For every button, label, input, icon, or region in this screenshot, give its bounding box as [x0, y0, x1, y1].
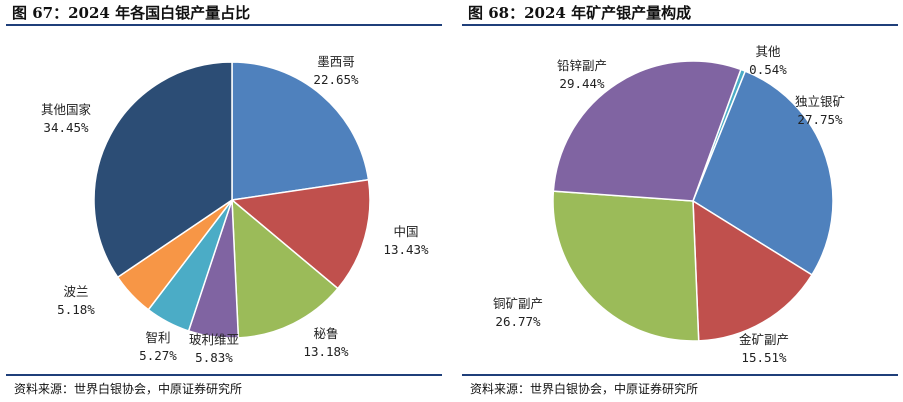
chart-panel-left: 图 67：2024 年各国白银产量占比 墨西哥 22.65% 中国 13.43% 秘鲁 1…	[6, 0, 442, 402]
pie-chart-country-share: 墨西哥 22.65% 中国 13.43% 秘鲁 13.18% 玻利维亚 5.83% 智利 5.27…	[41, 54, 429, 365]
pie-slice	[93, 61, 233, 279]
slice-name: 中国	[393, 224, 418, 239]
slice-name: 秘鲁	[313, 326, 338, 341]
slice-value-label: 5.83%	[195, 350, 233, 365]
slice-label: 其他国家 34.45%	[41, 102, 92, 135]
slice-label: 独立银矿 27.75%	[795, 94, 845, 127]
slice-name: 墨西哥	[317, 54, 355, 69]
slice-name: 其他	[755, 44, 781, 59]
slice-label: 中国 13.43%	[383, 224, 429, 257]
slice-value-label: 5.27%	[139, 348, 177, 363]
slice-name: 智利	[145, 330, 170, 345]
slice-name: 独立银矿	[795, 94, 845, 109]
slice-name: 其他国家	[41, 102, 92, 117]
chart-title: 图 68：2024 年矿产银产量构成	[468, 4, 692, 22]
slice-label: 铜矿副产 26.77%	[493, 296, 543, 329]
pie-chart-mine-composition: 其他 0.54% 独立银矿 27.75% 金矿副产 15.51% 铜矿副产 26.77% 铅锌副…	[493, 44, 845, 365]
title-divider	[462, 24, 898, 26]
slice-value-label: 29.44%	[559, 76, 605, 91]
pie-slice	[692, 70, 834, 276]
pie-slice	[230, 178, 371, 290]
slice-value-label: 15.51%	[741, 350, 787, 365]
slice-label: 智利 5.27%	[139, 330, 177, 363]
slice-value-label: 27.75%	[797, 112, 843, 127]
slice-value-label: 22.65%	[313, 72, 359, 87]
slice-label: 玻利维亚 5.83%	[189, 332, 239, 365]
pie-slice	[231, 61, 370, 201]
chart-title: 图 67：2024 年各国白银产量占比	[12, 4, 251, 22]
chart-source: 资料来源：世界白银协会，中原证券研究所	[470, 382, 699, 396]
slice-name: 波兰	[63, 284, 88, 299]
slice-value-label: 13.43%	[383, 242, 429, 257]
slice-value-label: 34.45%	[43, 120, 89, 135]
slice-value-label: 5.18%	[57, 302, 95, 317]
pie-slice	[552, 190, 700, 342]
title-divider	[6, 24, 442, 26]
slice-label: 墨西哥 22.65%	[313, 54, 359, 87]
slice-label: 其他 0.54%	[749, 44, 787, 77]
chart-panel-right: 图 68：2024 年矿产银产量构成 其他 0.54% 独立银矿 27.75% 金矿副产…	[462, 0, 898, 402]
slice-name: 玻利维亚	[189, 332, 239, 347]
slice-name: 金矿副产	[739, 332, 789, 347]
slice-label: 金矿副产 15.51%	[739, 332, 789, 365]
slice-value-label: 0.54%	[749, 62, 787, 77]
slice-label: 铅锌副产 29.44%	[557, 58, 607, 91]
pie-slice	[692, 199, 813, 342]
slice-value-label: 13.18%	[303, 344, 349, 359]
slice-label: 秘鲁 13.18%	[303, 326, 349, 359]
slice-name: 铜矿副产	[493, 296, 543, 311]
slice-name: 铅锌副产	[557, 58, 607, 73]
source-divider	[6, 374, 442, 376]
slice-label: 波兰 5.18%	[57, 284, 95, 317]
chart-source: 资料来源：世界白银协会，中原证券研究所	[14, 382, 243, 396]
pie-slice	[552, 60, 742, 202]
pie-slice	[231, 198, 339, 339]
slice-value-label: 26.77%	[495, 314, 541, 329]
source-divider	[462, 374, 898, 376]
